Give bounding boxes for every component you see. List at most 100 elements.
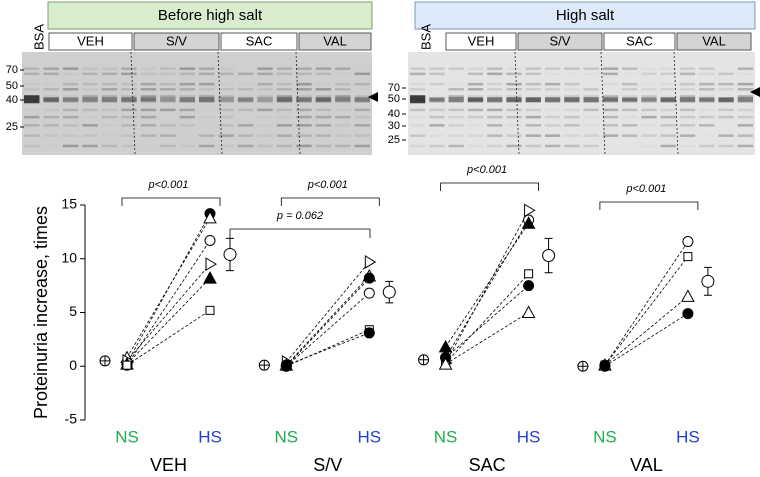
group-label: SAC — [469, 455, 506, 475]
gel-band — [467, 67, 484, 70]
gel-band — [737, 95, 753, 98]
gel-band — [82, 134, 98, 137]
gel-band — [718, 134, 734, 137]
mean-hs — [701, 274, 715, 288]
gel-band — [602, 72, 619, 76]
lane-box — [48, 32, 133, 51]
gel-band — [315, 95, 332, 98]
gel-band — [641, 115, 657, 119]
marker-label: 40 — [388, 108, 400, 120]
gel-band — [199, 124, 214, 127]
lane-divider — [295, 51, 301, 156]
gel-band — [121, 88, 137, 91]
gel-band — [583, 95, 599, 98]
gel-band — [121, 95, 137, 98]
lane-divider — [130, 51, 136, 156]
gel-band — [335, 108, 351, 112]
gel-band — [141, 145, 156, 148]
gel-band — [487, 82, 503, 86]
lane-divider — [673, 51, 679, 156]
gel-band — [737, 108, 753, 112]
gel-band — [43, 83, 58, 86]
pair-line — [285, 261, 370, 363]
gel-band — [24, 72, 40, 76]
data-point — [682, 308, 694, 320]
y-tick-label: -5 — [65, 411, 78, 427]
gel-band — [160, 97, 176, 103]
pair-line — [445, 312, 529, 365]
gel-band — [199, 109, 214, 112]
gel-band — [296, 88, 312, 91]
gel-band — [43, 95, 59, 98]
gel-band — [335, 67, 351, 70]
condition-label: NS — [274, 427, 298, 446]
gel-band — [43, 97, 59, 103]
gel-band — [276, 67, 293, 70]
data-point — [203, 210, 217, 224]
gel-band — [467, 134, 484, 137]
mean-hs — [542, 249, 556, 263]
gel-band — [699, 72, 715, 76]
gel-band — [679, 72, 696, 76]
data-point — [203, 271, 217, 284]
gel-band — [62, 72, 79, 76]
gel-band — [467, 115, 484, 119]
gel-band — [448, 97, 464, 103]
gel-band — [410, 67, 426, 70]
gel-band — [487, 88, 503, 91]
mean-ns-cross — [418, 354, 429, 365]
gel-band — [276, 115, 293, 119]
gel-band — [24, 134, 40, 137]
gel-band — [487, 108, 503, 112]
gel-band — [467, 108, 484, 112]
gel-band — [737, 124, 753, 127]
gel-band — [679, 67, 696, 70]
gel-band — [179, 67, 195, 70]
data-point — [205, 257, 217, 272]
gel-band — [140, 72, 157, 76]
gel-band — [622, 108, 638, 112]
gel-band — [525, 134, 541, 137]
gel-band — [544, 82, 561, 86]
gel-band — [583, 97, 599, 103]
gel-band — [62, 134, 79, 137]
comparison-bracket — [229, 228, 371, 238]
gel-band — [121, 72, 137, 76]
lane-label: VEH — [468, 33, 495, 48]
gel-band — [737, 134, 753, 137]
gel-band — [410, 124, 426, 127]
gel-band — [315, 88, 332, 91]
gel-band — [448, 67, 464, 70]
gel-band — [237, 98, 254, 101]
pair-line — [445, 285, 529, 358]
gel-band — [257, 144, 273, 148]
gel-band — [564, 115, 580, 119]
gel-band — [718, 88, 734, 91]
gel-band — [641, 97, 657, 103]
lane-box — [133, 32, 220, 51]
gel-band — [199, 88, 215, 91]
gel-band — [121, 144, 137, 148]
gel-band — [583, 108, 599, 112]
gel-band — [140, 82, 157, 86]
gel-band — [355, 67, 370, 70]
gel-band — [199, 97, 215, 103]
gel-band — [218, 124, 234, 127]
gel-band — [622, 124, 638, 127]
gel-band — [199, 82, 215, 86]
gel-band — [121, 98, 137, 101]
gel-band — [622, 95, 638, 98]
gel-band — [82, 116, 97, 119]
gel-band — [622, 98, 638, 101]
gel-band — [257, 134, 273, 137]
gel-band — [101, 72, 118, 76]
gel-band — [467, 72, 484, 76]
gel-band — [410, 82, 426, 86]
gel-band — [237, 72, 254, 76]
gel-band — [43, 115, 59, 119]
gel-band — [140, 134, 157, 137]
gel-band — [179, 144, 195, 148]
gel-band — [179, 97, 195, 103]
gel-band — [296, 144, 312, 148]
pair-line — [286, 277, 370, 367]
